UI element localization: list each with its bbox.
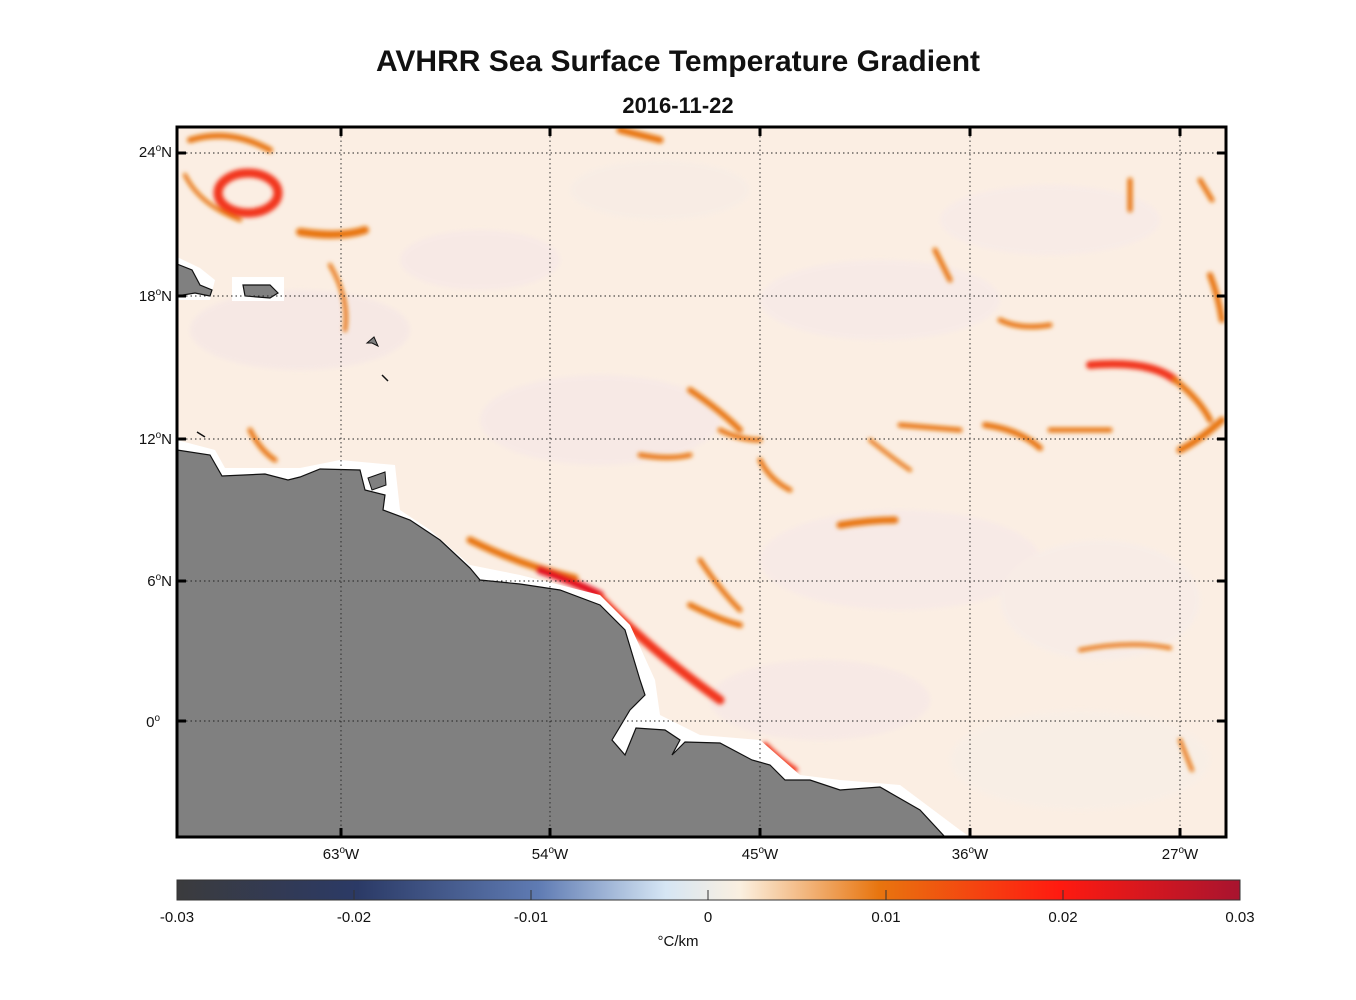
colorbar-label: -0.03: [159, 909, 195, 926]
map-frame: [175, 125, 1228, 839]
colorbar-label: -0.01: [513, 909, 549, 926]
lon-label-27w: 27oW: [1161, 845, 1199, 863]
colorbar-label: -0.02: [336, 909, 372, 926]
colorbar-units: °C/km: [657, 933, 699, 950]
chart-subtitle: 2016-11-22: [622, 93, 734, 118]
thermal-fronts: [183, 127, 1226, 773]
lon-label-45w: 45oW: [741, 845, 779, 863]
graticule: [177, 127, 1226, 837]
colorbar-ticks: [353, 890, 1064, 900]
colorbar-label: 0.02: [1048, 909, 1078, 926]
colorbar-label: 0: [703, 909, 713, 926]
colorbar-label: 0.01: [871, 909, 901, 926]
colorbar-label: 0.03: [1225, 909, 1255, 926]
lon-label-54w: 54oW: [531, 845, 569, 863]
lon-label-63w: 63oW: [322, 845, 360, 863]
caribbean-island: [242, 284, 279, 299]
gradient-texture: [190, 160, 1210, 810]
lat-label-6n: 6oN: [147, 572, 172, 590]
lat-label-18n: 18oN: [138, 287, 172, 305]
lat-label-12n: 12oN: [138, 430, 172, 448]
chart-title: AVHRR Sea Surface Temperature Gradient: [375, 45, 981, 78]
lat-label-0: 0o: [146, 713, 160, 731]
lon-label-36w: 36oW: [951, 845, 989, 863]
caribbean-island: [381, 374, 389, 382]
tick-marks: [177, 127, 1226, 837]
caribbean-island: [365, 336, 380, 348]
caribbean-island: [196, 431, 206, 438]
caribbean-island: [367, 471, 387, 491]
south-america-land: [177, 449, 946, 837]
lat-label-24n: 24oN: [138, 143, 172, 161]
